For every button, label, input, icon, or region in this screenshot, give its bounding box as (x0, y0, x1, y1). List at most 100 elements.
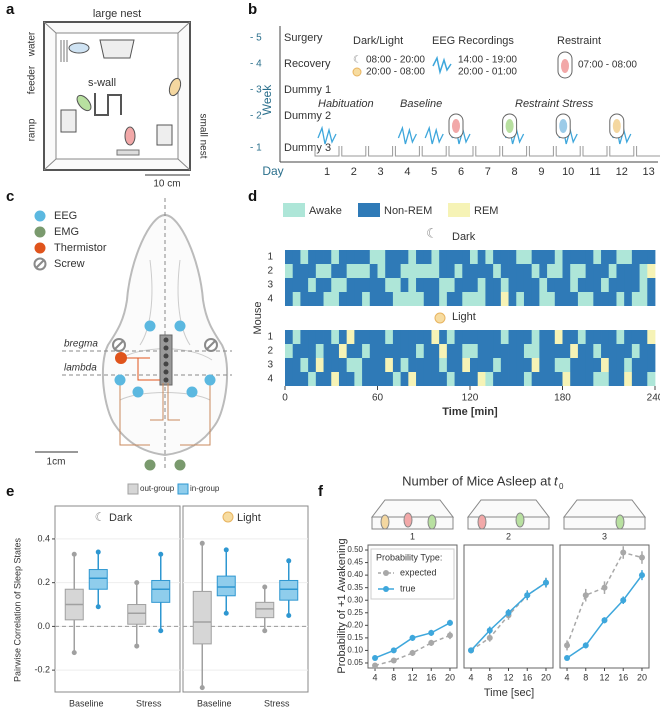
state-bin (346, 264, 355, 278)
state-bin (331, 372, 340, 386)
state-bin (485, 264, 494, 278)
row-label: 1 (267, 332, 273, 343)
state-bin (392, 264, 402, 278)
state-bin (369, 358, 378, 372)
state-bin (554, 372, 563, 386)
panel-label: b (248, 1, 257, 18)
state-bin (423, 358, 432, 372)
state-bin (323, 344, 332, 358)
week-label: - 2 (250, 111, 262, 122)
state-bin (531, 344, 540, 358)
state-bin (547, 330, 556, 344)
legend-swatch (127, 483, 139, 495)
day-label: 4 (404, 166, 410, 178)
outlier (158, 628, 164, 634)
state-bin (601, 292, 610, 306)
state-bin (408, 358, 417, 372)
x-tick-label: 8 (391, 672, 396, 682)
x-tick-label: Baseline (69, 698, 104, 708)
day-bracket (636, 146, 660, 157)
state-bin (585, 358, 594, 372)
facet-label: 3 (602, 531, 607, 541)
cage-label: s-wall (88, 77, 116, 89)
state-bin (562, 372, 571, 386)
state-bin (647, 264, 656, 278)
point (638, 572, 645, 579)
state-bin (477, 292, 486, 306)
state-bin (385, 250, 394, 264)
state-bin (416, 358, 425, 372)
state-bin (577, 264, 587, 278)
state-bin (439, 278, 448, 292)
day-label: 11 (589, 166, 600, 178)
state-bin (470, 264, 479, 278)
state-bin (624, 372, 633, 386)
day-bracket (368, 146, 394, 157)
state-bin (539, 372, 548, 386)
state-bin (500, 264, 509, 278)
state-bin (593, 264, 602, 278)
x-tick-label: 16 (618, 672, 628, 682)
legend-point (383, 570, 389, 576)
state-bin (639, 330, 648, 344)
state-bin (354, 344, 363, 358)
state-bin (608, 372, 617, 386)
state-bin (431, 250, 440, 264)
state-bin (577, 372, 587, 386)
y-tick-label: 0.15 (347, 633, 363, 642)
state-bin (462, 330, 471, 344)
state-bin (577, 278, 587, 292)
state-bin (570, 264, 579, 278)
state-bin (601, 344, 610, 358)
x-tick-label: 4 (469, 672, 474, 682)
x-tick-label: 240 (647, 393, 660, 404)
state-bin (300, 358, 309, 372)
outlier (199, 685, 205, 691)
y-axis-title: Mouse (252, 301, 264, 334)
day-bracket (314, 146, 340, 157)
state-bin (531, 250, 540, 264)
chart-title: Number of Mice Asleep at (402, 473, 551, 488)
legend-label: EEG (54, 210, 77, 222)
point (620, 549, 627, 556)
x-tick-label: 20 (637, 672, 647, 682)
panel-label: c (6, 188, 14, 205)
day-label: 3 (378, 166, 384, 178)
axis-title: Day (262, 164, 283, 178)
state-bin (331, 264, 340, 278)
state-bin (539, 358, 548, 372)
legend-swatch (283, 203, 305, 217)
state-bin (362, 292, 371, 306)
state-bin (539, 344, 548, 358)
state-bin (454, 330, 463, 344)
dark-icon: ☾ (95, 510, 106, 524)
facet-label: 1 (410, 531, 415, 541)
state-bin (493, 358, 502, 372)
thermistor (115, 352, 127, 364)
row-label: 1 (267, 252, 273, 263)
state-bin (470, 372, 479, 386)
state-bin (485, 372, 494, 386)
legend-swatch (34, 242, 46, 254)
legend-label: Non-REM (384, 205, 432, 217)
x-tick-label: 12 (503, 672, 513, 682)
state-bin (570, 358, 579, 372)
state-bin (439, 330, 448, 344)
state-bin (362, 330, 371, 344)
legend-swatch (448, 203, 470, 217)
state-bin (577, 344, 587, 358)
scale-label: 1cm (47, 457, 66, 468)
state-bin (392, 278, 402, 292)
state-bin (523, 330, 533, 344)
state-bin (346, 250, 355, 264)
state-bin (315, 372, 324, 386)
state-bin (639, 250, 648, 264)
state-bin (446, 250, 455, 264)
day-bracket (341, 146, 367, 157)
eeg-electrode (204, 374, 216, 386)
state-bin (493, 372, 502, 386)
state-bin (308, 330, 317, 344)
legend-label: REM (474, 205, 498, 217)
outlier (262, 628, 268, 634)
state-bin (516, 250, 525, 264)
